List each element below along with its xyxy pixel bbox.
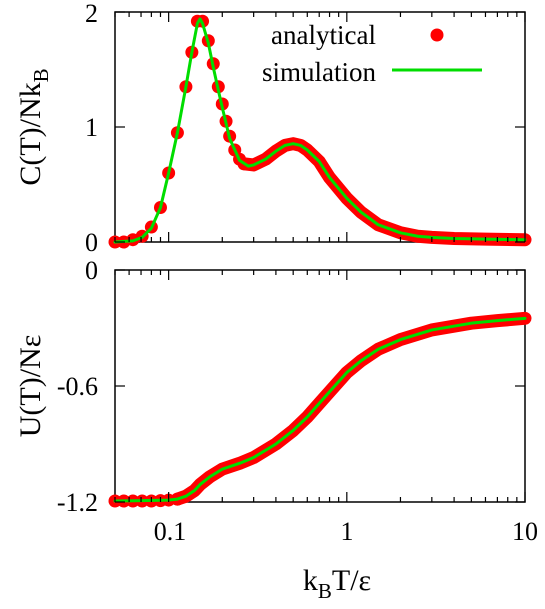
top-ytick-label-2: 2	[85, 0, 98, 28]
bottom-plot-frame	[114, 269, 526, 503]
top-ylabel-main: C(T)/Nk	[14, 82, 47, 185]
top-ylabel: C(T)/NkB	[14, 68, 53, 185]
legend-label-analytical: analytical	[271, 20, 376, 50]
top-ytick-label-0: 0	[85, 228, 98, 257]
xlabel-main: k	[303, 564, 318, 597]
top-analytical-curve-line	[237, 137, 532, 247]
top-ylabel-sub: B	[29, 68, 53, 82]
xtick-label-1: 1	[341, 517, 354, 546]
legend-marker-analytical	[430, 28, 444, 42]
bottom-ytick-label-2: 0	[85, 256, 98, 285]
xtick-label-0: 0.1	[154, 517, 187, 546]
bottom-ylabel: U(T)/Nε	[14, 335, 47, 438]
bottom-plot-area	[108, 311, 532, 508]
xlabel: kBT/ε	[303, 564, 371, 603]
axis-ticks	[114, 11, 526, 503]
bottom-simulation-line	[113, 316, 527, 503]
xlabel-rest: T/ε	[332, 564, 371, 597]
xtick-label-2: 10	[512, 517, 538, 546]
top-ytick-label-1: 1	[85, 113, 98, 142]
legend-label-simulation: simulation	[262, 57, 376, 87]
bottom-analytical-curve-line	[170, 311, 532, 506]
bottom-ytick-label-0: -1.2	[57, 488, 98, 517]
top-simulation-line	[113, 17, 527, 244]
xlabel-sub: B	[318, 579, 332, 603]
bottom-ytick-label-1: -0.6	[57, 372, 98, 401]
legend: analytical simulation	[262, 20, 482, 87]
